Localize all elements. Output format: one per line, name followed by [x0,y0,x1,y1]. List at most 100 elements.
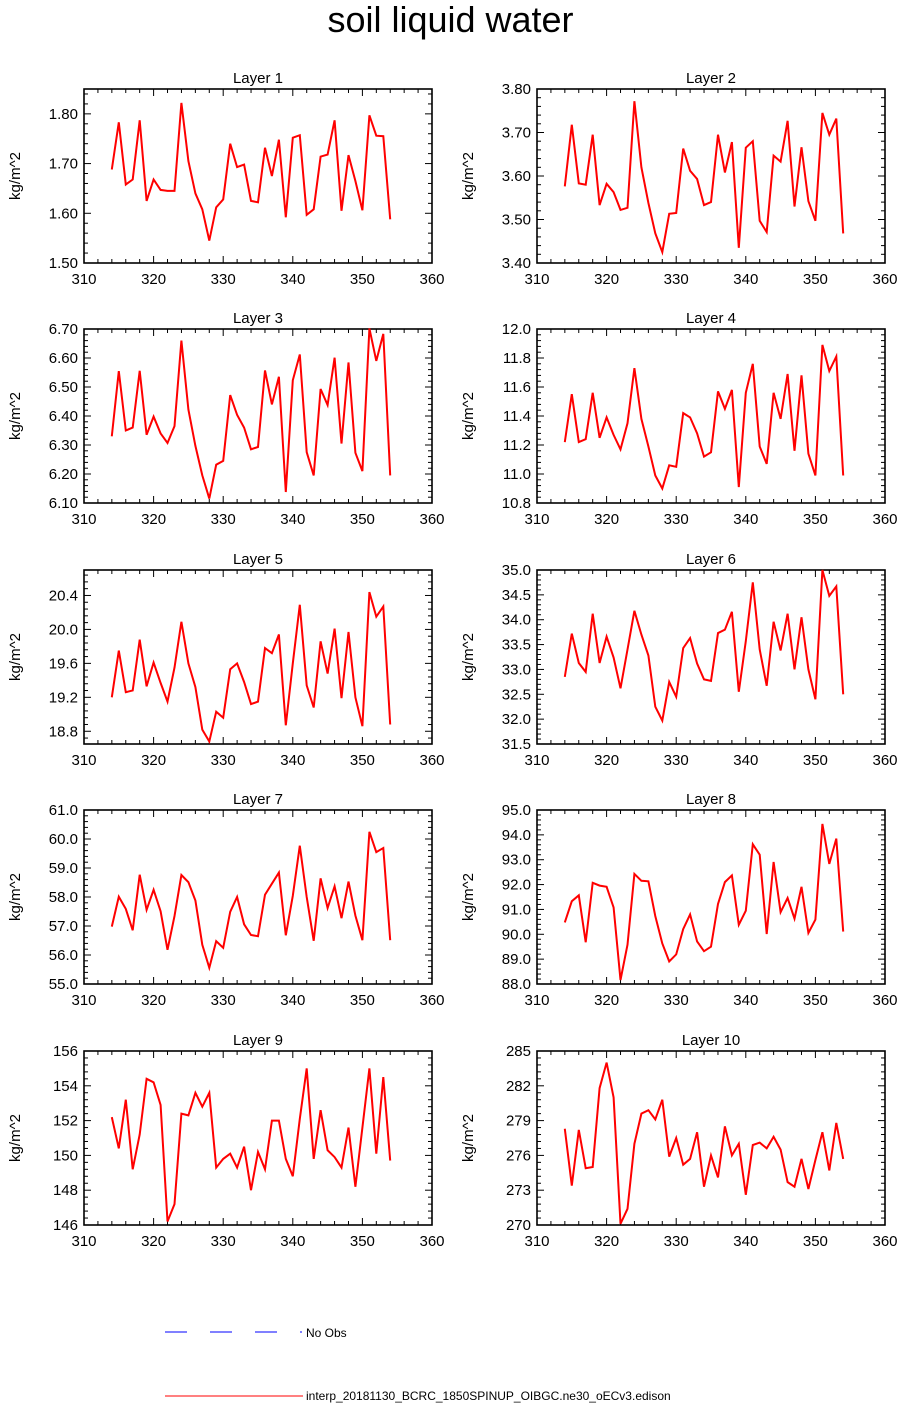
y-axis-label: kg/m^2 [460,152,477,200]
y-tick-label: 59.0 [49,860,78,877]
y-tick-label: 148 [53,1182,78,1199]
series-line-1 [563,569,845,724]
x-tick-label: 350 [350,511,375,528]
plot-frame [83,328,433,504]
x-tick-label: 350 [350,992,375,1009]
y-tick-label: 12.0 [502,321,531,338]
series-line-1 [110,328,392,499]
x-tick-label: 360 [419,992,444,1009]
y-tick-label: 6.50 [49,379,78,396]
y-tick-label: 276 [506,1147,531,1164]
x-tick-label: 310 [524,511,549,528]
series-line-1 [563,1062,845,1225]
x-tick-label: 320 [141,271,166,288]
x-tick-label: 340 [280,1233,305,1250]
x-tick-label: 350 [803,1233,828,1250]
x-tick-label: 310 [524,992,549,1009]
x-tick-label: 360 [419,752,444,769]
y-tick-label: 152 [53,1113,78,1130]
x-tick-label: 330 [664,511,689,528]
y-tick-label: 279 [506,1113,531,1130]
y-axis-label: kg/m^2 [7,1114,24,1162]
y-tick-label: 34.5 [502,587,531,604]
x-tick-label: 340 [733,752,758,769]
y-tick-label: 6.10 [49,495,78,512]
x-tick-label: 340 [280,271,305,288]
y-tick-label: 33.5 [502,637,531,654]
x-tick-label: 320 [141,1233,166,1250]
x-tick-label: 330 [211,1233,236,1250]
series-line-1 [563,344,845,492]
y-tick-label: 57.0 [49,918,78,935]
panel-title: Layer 1 [233,70,283,87]
panel-title: Layer 9 [233,1032,283,1049]
chart-panel-10: Layer 10 kg/m^2 310 320 330 340 350 360 270 273 27… [460,1032,898,1250]
x-tick-label: 320 [594,511,619,528]
legend-obs-label: No Obs [306,1326,347,1340]
x-tick-label: 330 [211,511,236,528]
x-tick-label: 350 [350,752,375,769]
y-tick-label: 92.0 [502,877,531,894]
series-line-1 [110,831,392,972]
y-tick-label: 282 [506,1078,531,1095]
y-tick-label: 34.0 [502,612,531,629]
y-tick-label: 3.80 [502,81,531,98]
x-tick-label: 330 [664,992,689,1009]
y-axis-label: kg/m^2 [7,873,24,921]
series-line-1 [563,823,845,981]
y-axis-label: kg/m^2 [460,873,477,921]
x-tick-label: 310 [524,752,549,769]
x-tick-label: 340 [733,992,758,1009]
chart-panel-7: Layer 7 kg/m^2 310 320 330 340 350 360 55.0 56.0 5… [7,791,445,1009]
y-tick-label: 58.0 [49,889,78,906]
series-line-1 [563,101,845,256]
y-tick-label: 6.20 [49,466,78,483]
chart-panels: Layer 1 kg/m^2 310 320 330 340 350 360 1.50 1.60 1… [7,70,898,1250]
y-tick-label: 19.2 [49,689,78,706]
y-tick-label: 90.0 [502,926,531,943]
y-tick-label: 270 [506,1217,531,1234]
y-tick-label: 1.60 [49,205,78,222]
y-axis-label: kg/m^2 [460,1114,477,1162]
x-tick-label: 330 [664,1233,689,1250]
y-tick-label: 154 [53,1078,78,1095]
y-tick-label: 11.0 [503,466,531,483]
y-tick-label: 61.0 [49,802,78,819]
y-tick-label: 55.0 [49,976,78,993]
y-tick-label: 88.0 [502,976,531,993]
y-tick-label: 60.0 [49,831,78,848]
y-axis-label: kg/m^2 [7,633,24,681]
x-tick-label: 350 [350,1233,375,1250]
chart-panel-1: Layer 1 kg/m^2 310 320 330 340 350 360 1.50 1.60 1… [7,70,445,288]
legend-series-label: interp_20181130_BCRC_1850SPINUP_OIBGC.ne… [306,1389,671,1403]
y-tick-label: 6.30 [49,437,78,454]
x-tick-label: 350 [350,271,375,288]
y-tick-label: 35.0 [502,562,531,579]
x-tick-label: 310 [524,271,549,288]
series-line-1 [110,102,392,241]
chart-panel-9: Layer 9 kg/m^2 310 320 330 340 350 360 146 148 150… [7,1032,445,1250]
x-tick-label: 350 [803,992,828,1009]
chart-panel-3: Layer 3 kg/m^2 310 320 330 340 350 360 6.10 6.20 6… [7,310,445,528]
y-axis-label: kg/m^2 [460,633,477,681]
plot-frame [536,569,886,745]
y-tick-label: 146 [53,1217,78,1234]
y-tick-label: 11.6 [503,379,531,396]
y-tick-label: 6.70 [49,321,78,338]
x-tick-label: 360 [872,752,897,769]
chart-panel-5: Layer 5 kg/m^2 310 320 330 340 350 360 18.8 19.2 1… [7,551,445,769]
x-tick-label: 360 [419,1233,444,1250]
x-tick-label: 330 [664,752,689,769]
y-tick-label: 31.5 [502,736,531,753]
y-tick-label: 91.0 [502,901,531,918]
y-tick-label: 285 [506,1043,531,1060]
y-tick-label: 32.0 [502,711,531,728]
x-tick-label: 330 [211,752,236,769]
x-tick-label: 340 [280,752,305,769]
chart-panel-8: Layer 8 kg/m^2 310 320 330 340 350 360 88.0 89.0 9… [460,791,898,1009]
y-tick-label: 89.0 [502,951,531,968]
x-tick-label: 310 [71,511,96,528]
x-tick-label: 360 [872,271,897,288]
plot-frame [83,569,433,745]
